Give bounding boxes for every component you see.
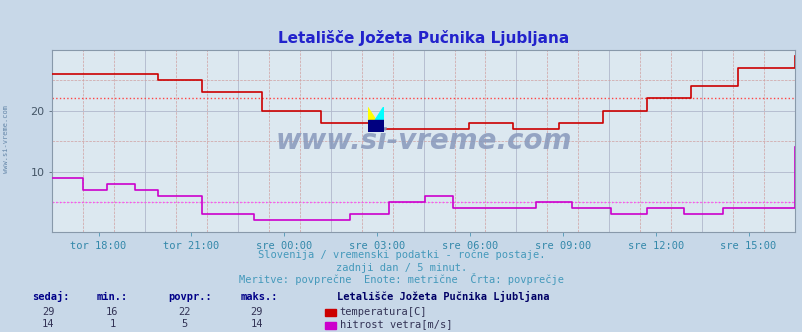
Text: Slovenija / vremenski podatki - ročne postaje.: Slovenija / vremenski podatki - ročne po… [257, 250, 545, 260]
Text: 5: 5 [181, 319, 188, 329]
Text: 16: 16 [106, 307, 119, 317]
Title: Letališče Jožeta Pučnika Ljubljana: Letališče Jožeta Pučnika Ljubljana [277, 30, 569, 46]
Text: 14: 14 [250, 319, 263, 329]
Text: 1: 1 [109, 319, 115, 329]
Text: Meritve: povprečne  Enote: metrične  Črta: povprečje: Meritve: povprečne Enote: metrične Črta:… [239, 273, 563, 285]
Text: 22: 22 [178, 307, 191, 317]
Text: zadnji dan / 5 minut.: zadnji dan / 5 minut. [335, 263, 467, 273]
Text: povpr.:: povpr.: [168, 292, 212, 302]
Text: www.si-vreme.com: www.si-vreme.com [3, 106, 10, 173]
Text: temperatura[C]: temperatura[C] [339, 307, 427, 317]
Text: sedaj:: sedaj: [32, 291, 70, 302]
Text: 14: 14 [42, 319, 55, 329]
Text: hitrost vetra[m/s]: hitrost vetra[m/s] [339, 319, 452, 329]
Text: min.:: min.: [96, 292, 128, 302]
Text: www.si-vreme.com: www.si-vreme.com [275, 127, 571, 155]
Text: maks.:: maks.: [241, 292, 278, 302]
Polygon shape [375, 107, 383, 132]
Polygon shape [367, 107, 375, 132]
Text: 29: 29 [250, 307, 263, 317]
Polygon shape [367, 120, 383, 132]
Text: 29: 29 [42, 307, 55, 317]
Text: Letališče Jožeta Pučnika Ljubljana: Letališče Jožeta Pučnika Ljubljana [337, 291, 549, 302]
